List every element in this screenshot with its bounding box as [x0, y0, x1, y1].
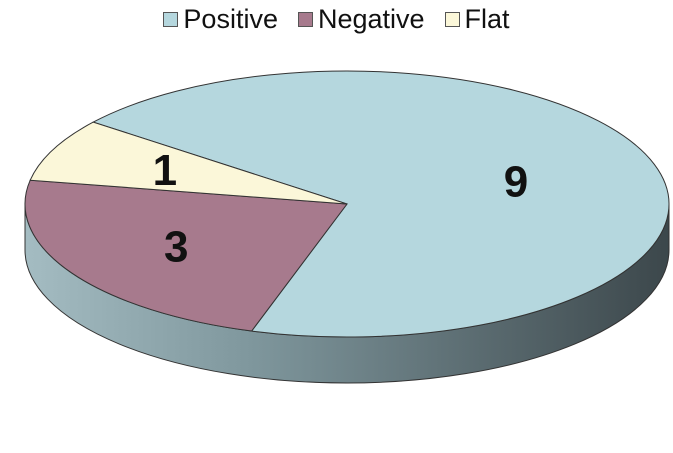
legend-label-flat: Flat — [464, 4, 510, 34]
pie-slice-negative — [24, 179, 348, 332]
legend-item-negative: Negative — [297, 4, 425, 35]
pie-label-layer: 9 3 1 — [153, 146, 529, 271]
pie-top-layer — [24, 70, 670, 338]
pie-slice-positive — [91, 70, 670, 338]
pie-slice-flat — [29, 121, 348, 205]
legend-item-positive: Positive — [163, 4, 278, 35]
legend-swatch-negative — [297, 12, 313, 27]
legend-swatch-flat — [444, 12, 460, 27]
legend-swatch-positive — [163, 12, 179, 27]
data-label-flat: 1 — [153, 146, 177, 195]
data-label-positive: 9 — [504, 158, 528, 207]
legend-label-positive: Positive — [183, 4, 278, 34]
chart-legend: Positive Negative Flat — [0, 4, 673, 35]
data-label-negative: 3 — [164, 222, 188, 271]
legend-item-flat: Flat — [444, 4, 510, 35]
legend-label-negative: Negative — [317, 4, 425, 34]
